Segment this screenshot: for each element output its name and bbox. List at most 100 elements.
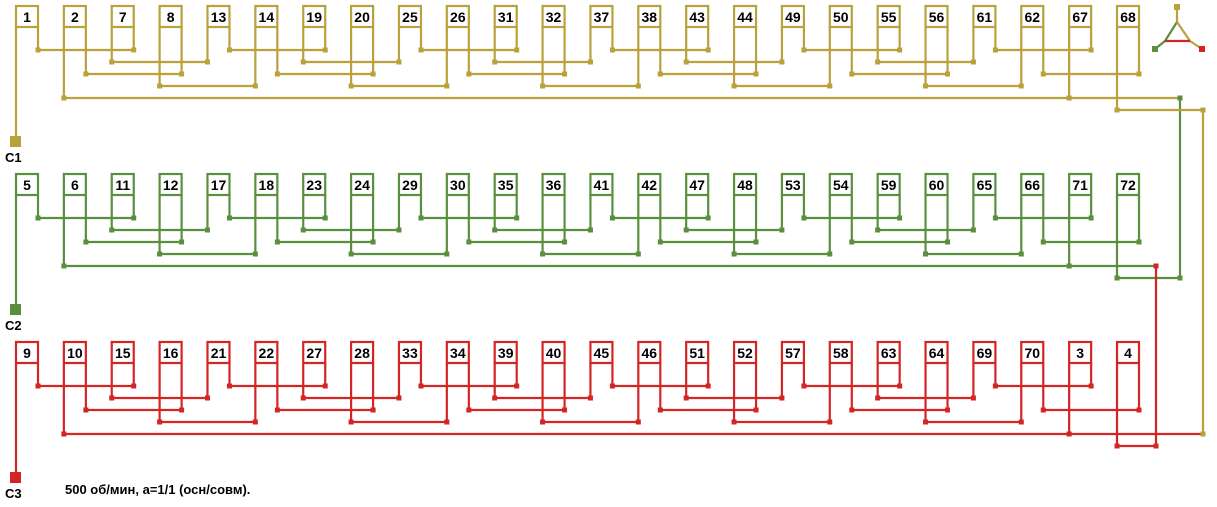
junction-dot [562,71,568,77]
junction-dot [466,71,472,77]
junction-dot [562,407,568,413]
slot-number: 27 [306,345,322,361]
slot-number: 50 [833,9,849,25]
junction-dot [705,215,711,221]
junction-dot [1136,407,1142,413]
slot-box [110,172,135,197]
slot-box [1115,172,1141,197]
slot-number: 56 [929,9,945,25]
junction-dot [609,383,615,389]
junction-dot [731,251,737,257]
junction-dot [540,251,546,257]
slot-number: 42 [642,177,658,193]
slot-box [349,4,375,29]
slot-number: 23 [306,177,322,193]
junction-dot [587,395,593,401]
junction-dot [322,215,328,221]
junction-dot [396,59,402,65]
slot-number: 37 [594,9,610,25]
junction-dot [514,47,520,53]
slot-number: 64 [929,345,945,361]
junction-dot [992,383,998,389]
slot-number: 51 [689,345,705,361]
junction-dot [635,83,641,89]
slot-box [780,340,806,365]
slot-number: 41 [594,177,610,193]
junction-dot [179,407,185,413]
junction-dot [418,383,424,389]
junction-dot [875,227,881,233]
junction-dot [635,251,641,257]
slot-box [637,4,662,29]
junction-dot [444,419,450,425]
junction-dot [540,419,546,425]
junction-dot [849,239,855,245]
junction-dot [61,263,67,269]
slot-box [397,4,423,29]
junction-dot [274,407,280,413]
slot-box [14,340,40,365]
slot-box [637,340,662,365]
junction-dot [970,227,976,233]
slot-box [158,340,183,365]
slot-number: 40 [546,345,562,361]
slot-number: 9 [23,345,31,361]
junction-dot [109,227,115,233]
slot-number: 44 [737,9,753,25]
slot-number: 66 [1024,177,1040,193]
junction-dot [514,215,520,221]
slot-number: 57 [785,345,801,361]
slot-number: 68 [1120,9,1136,25]
slot-box [972,172,997,197]
slot-box [302,4,327,29]
symbol-line [1164,21,1178,42]
junction-dot [35,383,41,389]
junction-dot [252,251,258,257]
junction-dot [753,239,759,245]
junction-dot [683,395,689,401]
slot-number: 43 [689,9,705,25]
slot-number: 55 [881,9,897,25]
slot-box [1020,4,1045,29]
junction-dot [370,71,376,77]
junction-dot [827,83,833,89]
slot-box [637,172,662,197]
slot-number: 10 [67,345,83,361]
slot-box [302,340,327,365]
slot-box [924,172,949,197]
slot-box [732,172,758,197]
junction-dot [1088,383,1094,389]
slot-box [254,172,279,197]
slot-box [110,4,135,29]
junction-dot [849,71,855,77]
symbol-terminal [1174,4,1180,10]
junction-dot [849,407,855,413]
junction-dot [131,383,137,389]
symbol-line [1176,21,1191,42]
junction-dot [83,239,89,245]
slot-box [589,172,614,197]
slot-number: 67 [1072,9,1088,25]
junction-dot [779,227,785,233]
junction-dot [970,59,976,65]
junction-dot [945,239,951,245]
slot-number: 14 [259,9,275,25]
slot-box [445,340,470,365]
junction-dot [1088,215,1094,221]
junction-dot [444,251,450,257]
slot-box [541,4,566,29]
junction-dot [466,407,472,413]
junction-dot [348,251,354,257]
slot-box [876,4,901,29]
slot-box [924,4,949,29]
slot-box [972,4,997,29]
slot-box [254,340,279,365]
junction-dot [609,215,615,221]
junction-dot [466,239,472,245]
slot-number: 15 [115,345,131,361]
junction-dot [348,419,354,425]
junction-dot [396,227,402,233]
slot-number: 30 [450,177,466,193]
slot-number: 7 [119,9,127,25]
slot-number: 4 [1124,345,1132,361]
